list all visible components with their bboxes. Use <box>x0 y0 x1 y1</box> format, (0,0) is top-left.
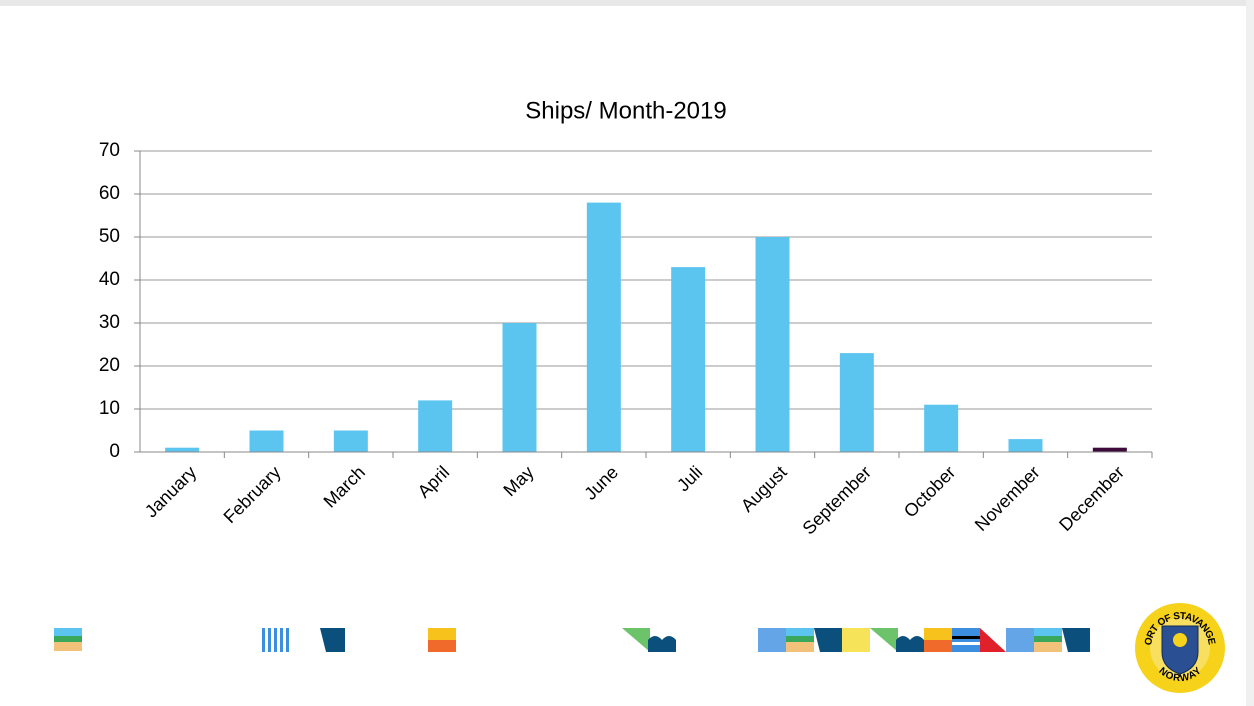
bar <box>165 447 200 452</box>
icon <box>870 628 898 652</box>
icon <box>896 636 924 652</box>
right-border <box>1246 0 1254 706</box>
bar <box>924 404 959 452</box>
icon <box>54 642 82 651</box>
icon <box>952 636 980 639</box>
bar <box>586 202 621 452</box>
bar <box>755 237 790 452</box>
logo-emblem <box>1173 633 1187 647</box>
logo-shield <box>1161 625 1199 675</box>
y-tick-label: 10 <box>99 398 120 419</box>
bar <box>333 430 368 452</box>
chart-title: Ships/ Month-2019 <box>525 97 726 124</box>
stripes <box>262 628 289 652</box>
icon <box>952 628 980 652</box>
icon <box>1034 636 1062 642</box>
icon <box>54 628 82 636</box>
logo-text: NORWAY <box>1157 665 1204 684</box>
icon <box>758 628 786 652</box>
y-tick-label: 60 <box>99 183 120 204</box>
bar <box>418 400 453 452</box>
icon <box>1006 628 1034 652</box>
icon <box>842 628 870 652</box>
icon <box>54 636 82 642</box>
logo-bottom: NORWAY <box>1157 665 1204 684</box>
icon <box>786 642 814 652</box>
icon <box>622 628 650 652</box>
icon <box>320 628 345 652</box>
footer-decoration <box>54 628 1090 652</box>
icon <box>980 628 1006 652</box>
y-tick-label: 20 <box>99 355 120 376</box>
y-tick-label: 0 <box>109 441 120 462</box>
y-tick-label: 40 <box>99 269 120 290</box>
bar <box>1092 447 1127 452</box>
y-tick-label: 50 <box>99 226 120 247</box>
bar <box>502 323 537 452</box>
icon <box>924 640 952 652</box>
bar <box>1008 439 1043 452</box>
icon <box>1062 628 1090 652</box>
icon <box>1034 628 1062 636</box>
icon <box>648 636 676 652</box>
icon <box>952 642 980 645</box>
top-border <box>0 0 1254 6</box>
icon <box>924 628 952 640</box>
icon <box>428 640 456 652</box>
bar <box>839 353 874 452</box>
icon <box>428 628 456 640</box>
icon <box>814 628 842 652</box>
y-tick-label: 30 <box>99 312 120 333</box>
icon <box>786 628 814 636</box>
icon <box>1034 642 1062 652</box>
icon <box>786 636 814 642</box>
bar <box>249 430 284 452</box>
bar <box>671 267 706 452</box>
y-tick-label: 70 <box>99 140 120 161</box>
